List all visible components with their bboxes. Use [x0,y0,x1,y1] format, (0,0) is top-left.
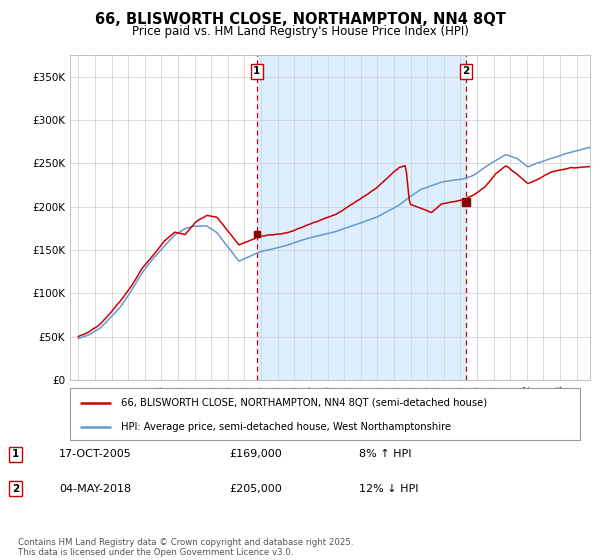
Text: HPI: Average price, semi-detached house, West Northamptonshire: HPI: Average price, semi-detached house,… [121,422,451,432]
Text: 1: 1 [253,67,260,76]
Text: £169,000: £169,000 [229,449,282,459]
Text: 8% ↑ HPI: 8% ↑ HPI [359,449,412,459]
Text: 66, BLISWORTH CLOSE, NORTHAMPTON, NN4 8QT: 66, BLISWORTH CLOSE, NORTHAMPTON, NN4 8Q… [95,12,505,27]
Text: Price paid vs. HM Land Registry's House Price Index (HPI): Price paid vs. HM Land Registry's House … [131,25,469,38]
Text: £205,000: £205,000 [229,484,282,494]
Text: 66, BLISWORTH CLOSE, NORTHAMPTON, NN4 8QT (semi-detached house): 66, BLISWORTH CLOSE, NORTHAMPTON, NN4 8Q… [121,398,487,408]
Text: 04-MAY-2018: 04-MAY-2018 [59,484,131,494]
Text: 2: 2 [463,67,470,76]
Text: 17-OCT-2005: 17-OCT-2005 [59,449,131,459]
Text: Contains HM Land Registry data © Crown copyright and database right 2025.
This d: Contains HM Land Registry data © Crown c… [18,538,353,557]
FancyBboxPatch shape [70,388,580,440]
Text: 1: 1 [12,449,19,459]
Text: 12% ↓ HPI: 12% ↓ HPI [359,484,418,494]
Text: 2: 2 [12,484,19,494]
Bar [257,55,466,380]
